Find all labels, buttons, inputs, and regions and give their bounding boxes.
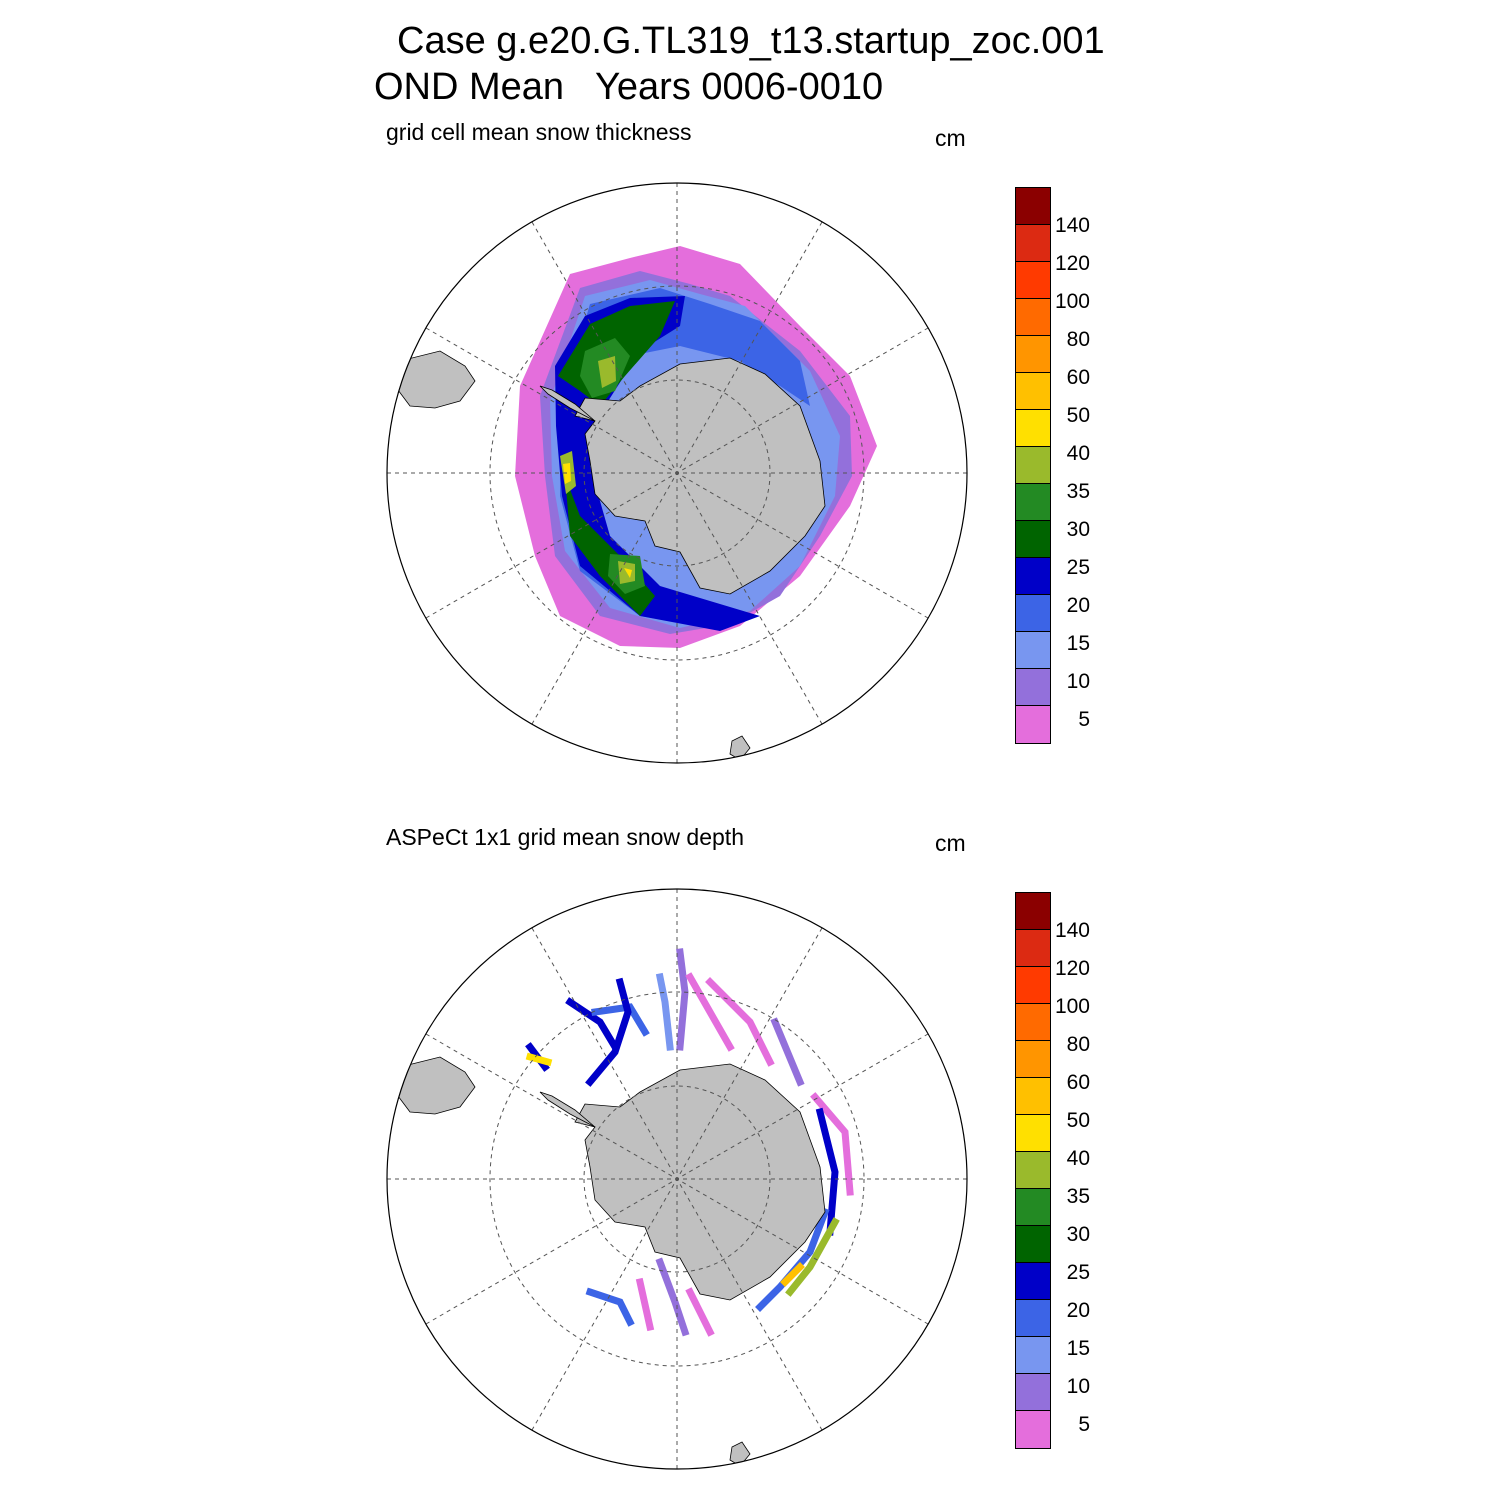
panel-1-polar-map: [386, 182, 968, 764]
colorbar-tick-label: 60: [1066, 366, 1090, 389]
colorbar-tick-label: 35: [1066, 480, 1090, 503]
colorbar-tick-label: 60: [1066, 1071, 1090, 1094]
south-america-landmass: [394, 1056, 476, 1115]
colorbar-tick-label: 50: [1066, 404, 1090, 427]
colorbar-tick-label: 25: [1066, 1261, 1090, 1284]
map-boundary-circle: [386, 888, 968, 1470]
map-boundary-circle: [386, 182, 968, 764]
colorbar-swatch: [1016, 521, 1050, 558]
colorbar-swatch: [1016, 299, 1050, 336]
colorbar-tick-label: 20: [1066, 1299, 1090, 1322]
new-zealand-landmass: [729, 735, 751, 761]
colorbar-swatch: [1016, 1337, 1050, 1374]
map-graticule: [387, 889, 967, 1469]
colorbar-tick-label: 35: [1066, 1185, 1090, 1208]
colorbar-swatch: [1016, 1004, 1050, 1041]
map-graticule: [387, 183, 967, 763]
colorbar-swatch: [1016, 1152, 1050, 1189]
antarctic-peninsula: [539, 385, 596, 422]
panel-2-units: cm: [935, 830, 966, 856]
colorbar-tick-label: 80: [1066, 1033, 1090, 1056]
colorbar-swatch: [1016, 1411, 1050, 1448]
panel-2-polar-map: [386, 888, 968, 1470]
south-america-landmass: [394, 350, 476, 409]
colorbar-swatch: [1016, 1115, 1050, 1152]
colorbar-tick-label: 120: [1054, 957, 1090, 980]
figure-title-line-1: Case g.e20.G.TL319_t13.startup_zoc.001: [397, 20, 1105, 62]
colorbar-tick-label: 50: [1066, 1109, 1090, 1132]
antarctica-landmass: [574, 1063, 826, 1301]
colorbar-swatch: [1016, 595, 1050, 632]
colorbar-swatch: [1016, 1226, 1050, 1263]
antarctica-landmass: [574, 357, 826, 595]
colorbar-tick-label: 10: [1066, 1375, 1090, 1398]
colorbar-swatch: [1016, 893, 1050, 930]
new-zealand-landmass: [729, 1441, 751, 1467]
panel-1-units: cm: [935, 125, 966, 151]
colorbar-tick-label: 20: [1066, 594, 1090, 617]
colorbar-tick-label: 25: [1066, 556, 1090, 579]
colorbar-swatch: [1016, 967, 1050, 1004]
colorbar-tick-label: 100: [1054, 290, 1090, 313]
snow-depth-observation-tracks: [525, 948, 854, 1337]
colorbar-swatch: [1016, 262, 1050, 299]
colorbar-tick-label: 30: [1066, 1223, 1090, 1246]
colorbar-swatch: [1016, 558, 1050, 595]
colorbar-tick-label: 80: [1066, 328, 1090, 351]
colorbar-swatch: [1016, 373, 1050, 410]
colorbar-swatch: [1016, 706, 1050, 743]
colorbar-swatch: [1016, 1263, 1050, 1300]
colorbar-swatch: [1016, 632, 1050, 669]
colorbar-tick-label: 140: [1054, 214, 1090, 237]
panel-1-subtitle: grid cell mean snow thickness: [386, 119, 692, 145]
colorbar-tick-label: 5: [1078, 1413, 1090, 1436]
colorbar-swatch: [1016, 1041, 1050, 1078]
colorbar-tick-label: 15: [1066, 1337, 1090, 1360]
antarctic-peninsula: [539, 1091, 596, 1128]
colorbar-swatch: [1016, 1300, 1050, 1337]
colorbar-swatch: [1016, 336, 1050, 373]
colorbar-swatch: [1016, 188, 1050, 225]
colorbar-tick-label: 140: [1054, 919, 1090, 942]
colorbar-swatch: [1016, 669, 1050, 706]
colorbar-tick-label: 100: [1054, 995, 1090, 1018]
colorbar-tick-label: 40: [1066, 442, 1090, 465]
colorbar-swatch: [1016, 484, 1050, 521]
colorbar-tick-label: 5: [1078, 708, 1090, 731]
panel-2-colorbar: [1015, 892, 1051, 1449]
colorbar-swatch: [1016, 1374, 1050, 1411]
colorbar-tick-label: 10: [1066, 670, 1090, 693]
colorbar-swatch: [1016, 930, 1050, 967]
colorbar-swatch: [1016, 1078, 1050, 1115]
colorbar-swatch: [1016, 447, 1050, 484]
colorbar-tick-label: 15: [1066, 632, 1090, 655]
colorbar-tick-label: 40: [1066, 1147, 1090, 1170]
colorbar-swatch: [1016, 225, 1050, 262]
colorbar-tick-label: 30: [1066, 518, 1090, 541]
colorbar-swatch: [1016, 1189, 1050, 1226]
colorbar-tick-label: 120: [1054, 252, 1090, 275]
figure-title-line-2: OND Mean Years 0006-0010: [374, 66, 884, 108]
colorbar-swatch: [1016, 410, 1050, 447]
panel-1-colorbar: [1015, 187, 1051, 744]
panel-2-subtitle: ASPeCt 1x1 grid mean snow depth: [386, 824, 744, 850]
